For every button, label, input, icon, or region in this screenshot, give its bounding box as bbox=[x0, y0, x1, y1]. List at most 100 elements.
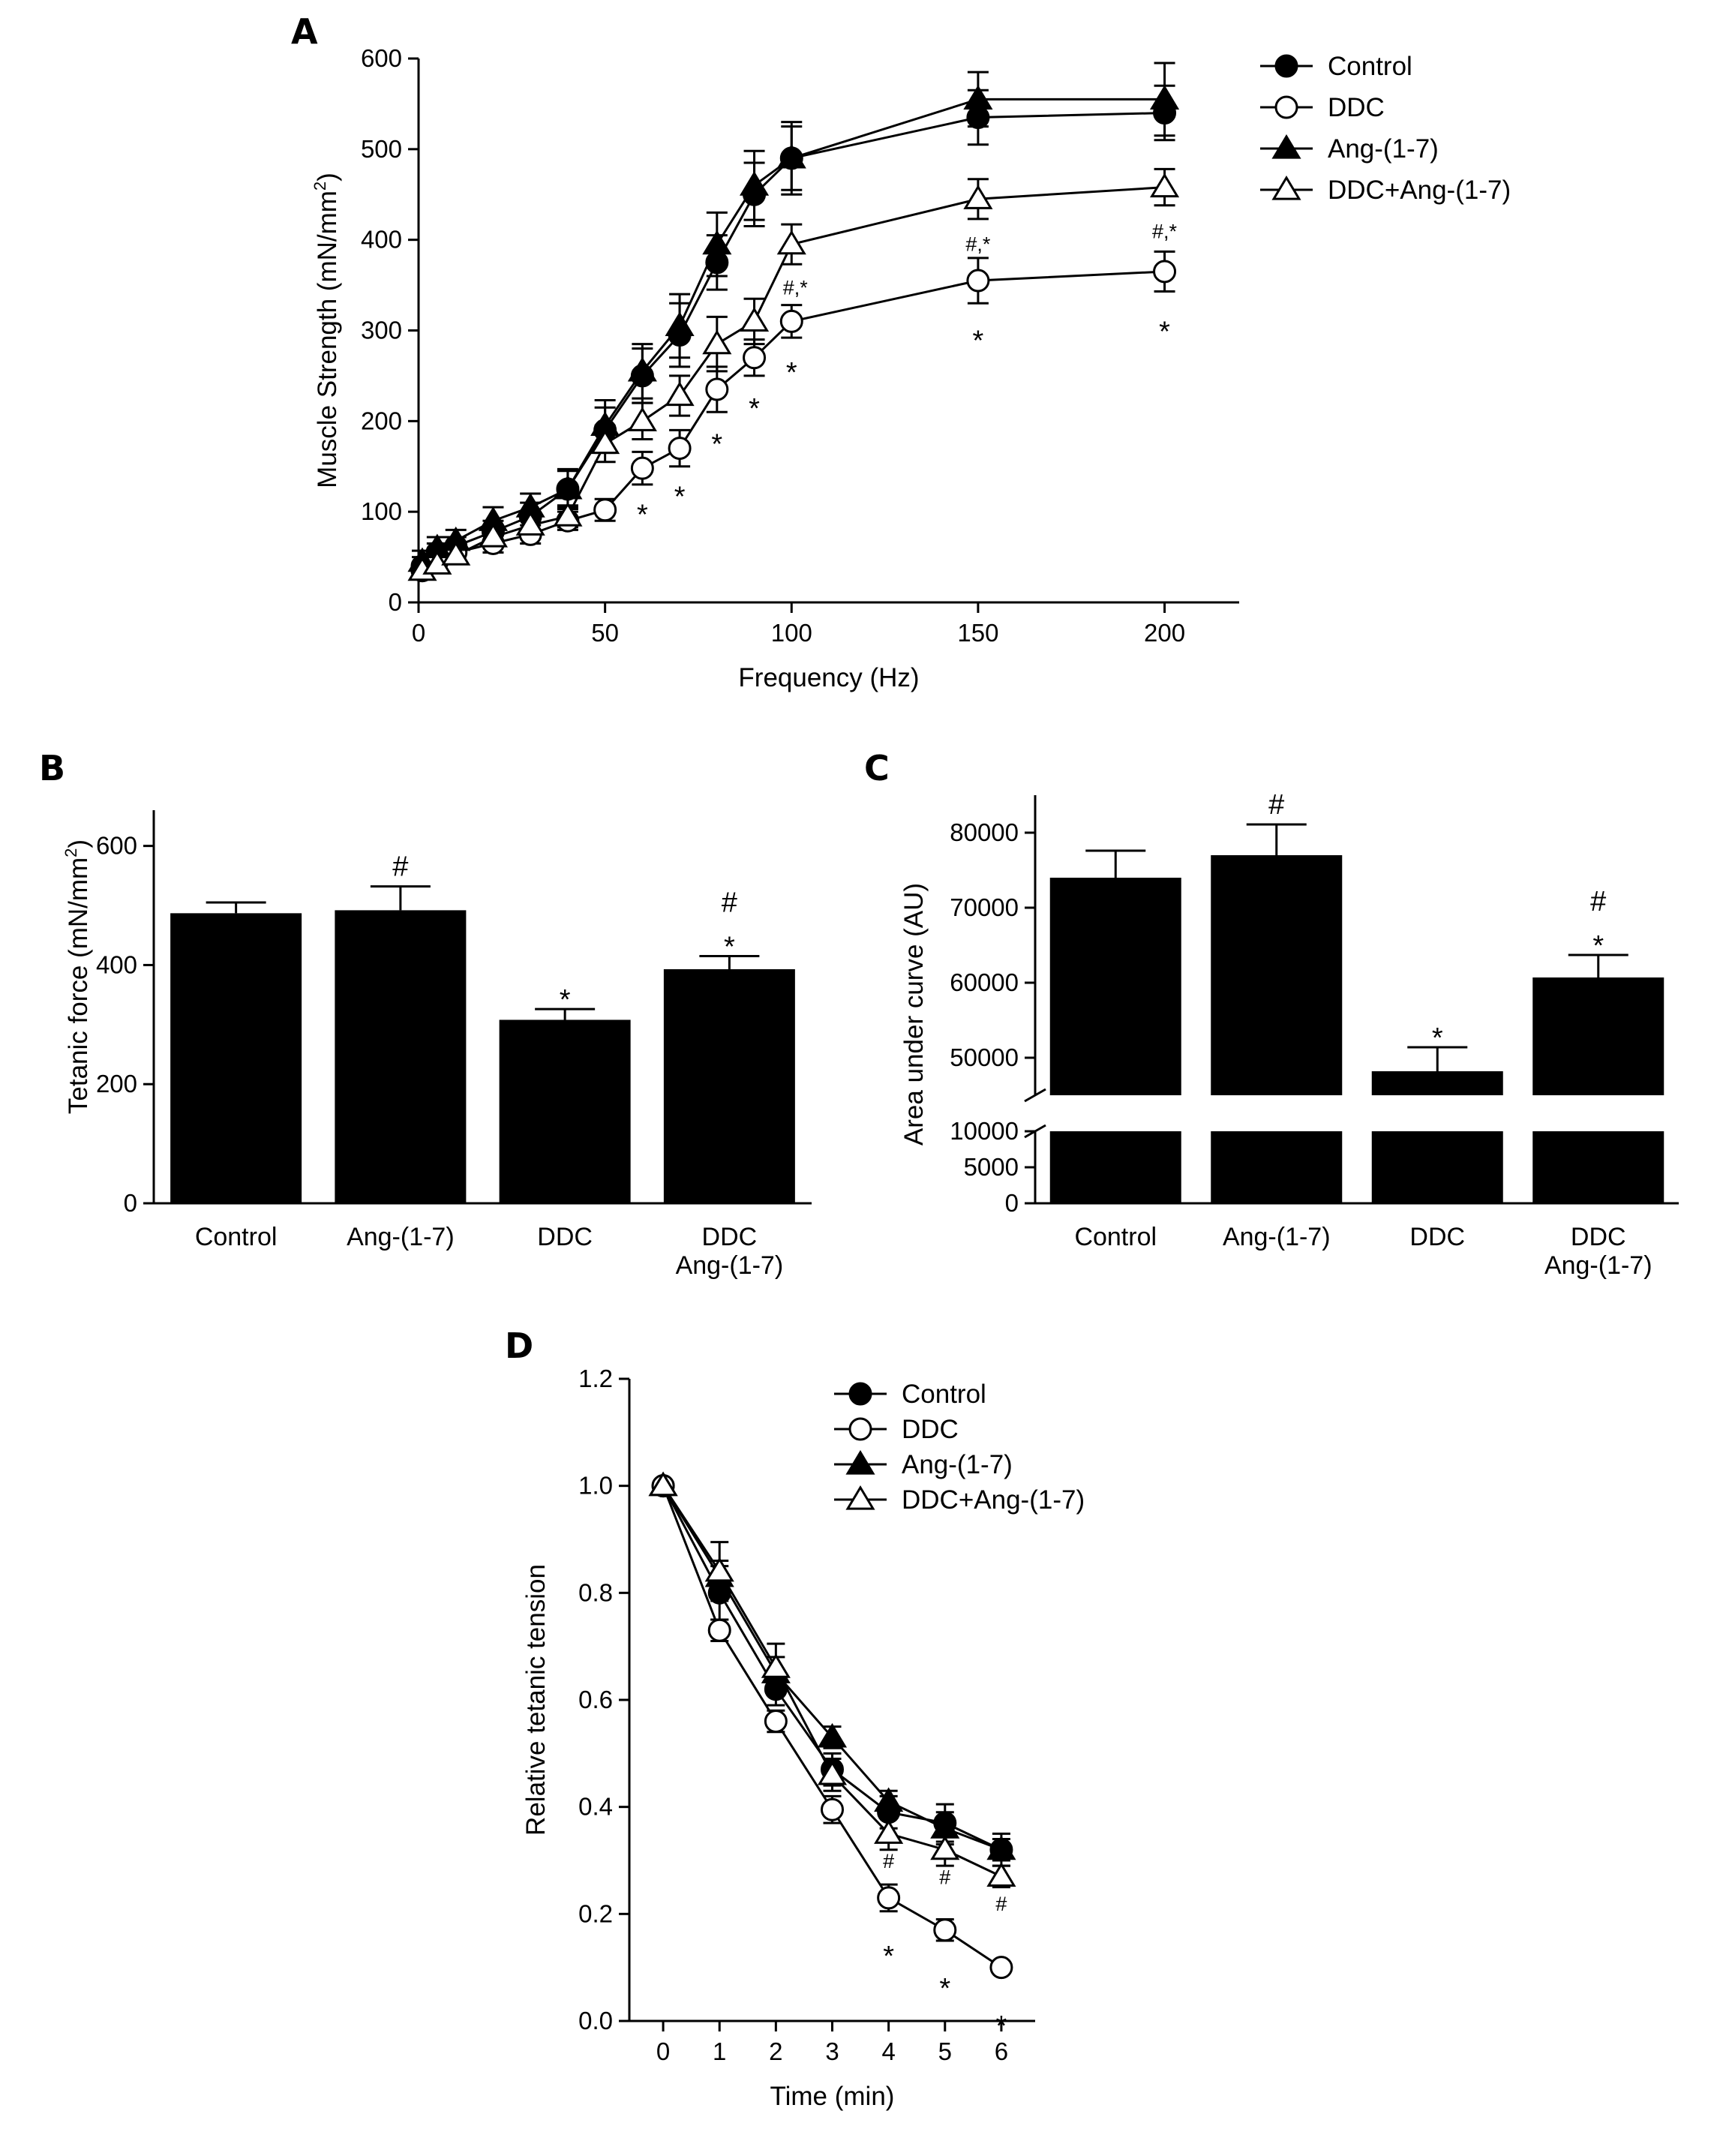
panel-d-data-point-1 bbox=[821, 1797, 844, 1821]
panel-a-series-line-0 bbox=[421, 112, 1165, 567]
panel-d-x-tick-label: 4 bbox=[881, 2037, 895, 2065]
panel-b-y-tick-label: 0 bbox=[124, 1189, 137, 1217]
panel-b-category-label: Ang-(1-7) bbox=[676, 1251, 784, 1280]
panel-a-data-point-3 bbox=[665, 381, 695, 407]
panel-d-legend-label-1: DDC bbox=[902, 1415, 959, 1444]
panel-a-legend-marker-1 bbox=[1274, 95, 1298, 119]
panel-a-data-point-3 bbox=[627, 407, 657, 431]
panel-a-y-tick-label: 200 bbox=[361, 407, 402, 434]
panel-c-significance-label: # bbox=[1590, 886, 1606, 917]
panel-a-y-axis-title-end: ) bbox=[313, 173, 342, 182]
panel-c-chart: 0 5000 10000 50000 60000 70000 80000 Area under… bbox=[899, 789, 1679, 1280]
panel-a-data-point-3 bbox=[776, 230, 806, 255]
panel-a-letter: A bbox=[291, 11, 318, 52]
panel-d-chart: 0.0 0.2 0.4 0.6 0.8 1.0 1.2 0 1 2 3 4 5 6 Time (min) Re… bbox=[521, 1365, 1085, 2111]
panel-b-y-axis-title-end: ) bbox=[64, 839, 93, 848]
panel-a-data-point-1 bbox=[743, 346, 767, 370]
panel-b-y-tick-label: 200 bbox=[96, 1070, 137, 1098]
panel-d-y-axis-title: Relative tetanic tension bbox=[521, 1564, 551, 1836]
panel-a-significance-label: #,* bbox=[783, 277, 809, 299]
panel-a-significance-label: * bbox=[674, 481, 686, 512]
panel-a-legend-label-0: Control bbox=[1328, 52, 1412, 81]
panel-c-category-label: DDC bbox=[1571, 1223, 1626, 1251]
panel-d-data-point-1 bbox=[764, 1710, 788, 1734]
panel-b-category-label: Control bbox=[195, 1223, 278, 1251]
panel-a-data-point-2 bbox=[776, 143, 806, 169]
panel-a-data-point-1 bbox=[1153, 260, 1177, 284]
panel-d-x-tick-label: 2 bbox=[769, 2037, 782, 2065]
panel-d-x-tick-label: 6 bbox=[995, 2037, 1008, 2065]
panel-c-y-tick-label: 80000 bbox=[950, 818, 1019, 846]
panel-a-data-point-2 bbox=[627, 356, 657, 382]
panel-c-bar-upper bbox=[1532, 977, 1664, 1095]
panel-b-y-tick-label: 600 bbox=[96, 832, 137, 860]
panel-d-legend-marker-1 bbox=[848, 1417, 872, 1441]
panel-c-bar-upper bbox=[1211, 855, 1343, 1095]
panel-a-data-point-2 bbox=[665, 311, 695, 337]
panel-c-y-tick-label: 5000 bbox=[964, 1153, 1019, 1181]
panel-b-y-axis-title-sup: 2 bbox=[62, 848, 80, 857]
panel-d-legend-label-0: Control bbox=[902, 1380, 986, 1409]
panel-a-data-point-0 bbox=[705, 251, 729, 275]
panel-a-chart: 0 100 200 300 400 500 600 0 50 100 150 200 Frequency… bbox=[311, 44, 1511, 692]
panel-b-y-axis-title-main: Tetanic force (mN/mm bbox=[64, 857, 93, 1114]
panel-a-legend-label-3: DDC+Ang-(1-7) bbox=[1328, 176, 1511, 205]
panel-a-data-point-3 bbox=[515, 511, 545, 536]
panel-d-data-point-1 bbox=[933, 1918, 957, 1942]
panel-b-letter: B bbox=[39, 748, 65, 788]
panel-d-x-tick-label: 1 bbox=[713, 2037, 726, 2065]
panel-a-x-tick-label: 50 bbox=[591, 619, 619, 647]
panel-b-bar bbox=[335, 910, 467, 1203]
panel-b-bar bbox=[663, 968, 795, 1203]
panel-d-y-tick-label: 1.2 bbox=[578, 1365, 613, 1392]
panel-a-significance-label: * bbox=[711, 428, 722, 460]
panel-d-significance-label: # bbox=[883, 1850, 894, 1872]
panel-d-data-point-1 bbox=[989, 1956, 1013, 1980]
panel-c-significance-label: # bbox=[1268, 789, 1284, 821]
panel-a-legend-marker-0 bbox=[1274, 54, 1298, 78]
panel-d-x-tick-label: 3 bbox=[825, 2037, 839, 2065]
panel-d-y-tick-label: 0.8 bbox=[578, 1578, 613, 1606]
panel-c-y-tick-label: 0 bbox=[1005, 1189, 1019, 1217]
panel-c-y-tick-label: 70000 bbox=[950, 893, 1019, 921]
panel-c-category-label: Ang-(1-7) bbox=[1544, 1251, 1652, 1280]
panel-d-data-point-2 bbox=[874, 1787, 904, 1812]
panel-c-bar-lower bbox=[1049, 1131, 1181, 1203]
panel-d-data-point-3 bbox=[930, 1835, 960, 1860]
panel-a-data-point-0 bbox=[966, 106, 990, 130]
panel-a-legend-label-1: DDC bbox=[1328, 93, 1385, 122]
panel-d-y-tick-label: 0.2 bbox=[578, 1899, 613, 1927]
panel-a-data-point-3 bbox=[590, 429, 620, 455]
panel-a-y-tick-label: 300 bbox=[361, 317, 402, 344]
panel-d-legend-marker-2 bbox=[845, 1449, 875, 1475]
panel-a-legend-marker-2 bbox=[1271, 134, 1301, 159]
panel-b-significance-label: # bbox=[722, 887, 737, 919]
panel-c-letter: C bbox=[864, 748, 890, 788]
panel-a-y-axis-title-main: Muscle Strength (mN/mm bbox=[313, 191, 342, 488]
panel-a-data-point-3 bbox=[1149, 173, 1180, 198]
panel-d-letter: D bbox=[505, 1326, 533, 1366]
panel-d-data-point-1 bbox=[707, 1618, 731, 1642]
panel-a-data-point-1 bbox=[668, 437, 692, 461]
panel-b-y-tick-label: 400 bbox=[96, 950, 137, 978]
panel-a-data-point-2 bbox=[1149, 85, 1180, 110]
panel-a-x-tick-label: 150 bbox=[957, 619, 998, 647]
panel-a-significance-label: #,* bbox=[965, 233, 991, 256]
panel-a-y-axis-title: Muscle Strength (mN/mm2) bbox=[311, 173, 342, 488]
panel-d-y-tick-label: 1.0 bbox=[578, 1472, 613, 1500]
panel-a-significance-label: * bbox=[1159, 316, 1170, 347]
panel-d-significance-label: # bbox=[995, 1893, 1007, 1915]
panel-a-legend-marker-3 bbox=[1271, 175, 1301, 200]
panel-d-y-tick-label: 0.6 bbox=[578, 1686, 613, 1713]
panel-d-legend-label-2: Ang-(1-7) bbox=[902, 1450, 1013, 1479]
panel-d-y-tick-label: 0.0 bbox=[578, 2007, 613, 2034]
panel-a-x-tick-label: 0 bbox=[412, 619, 425, 647]
panel-b-significance-label: * bbox=[560, 984, 571, 1016]
panel-a-significance-label: * bbox=[973, 326, 984, 357]
panel-d-data-point-3 bbox=[704, 1557, 734, 1582]
panel-c-bar-upper bbox=[1371, 1071, 1503, 1095]
panel-a-data-point-3 bbox=[478, 522, 509, 548]
panel-a-data-point-3 bbox=[553, 502, 583, 527]
panel-c-bar-lower bbox=[1371, 1131, 1503, 1203]
